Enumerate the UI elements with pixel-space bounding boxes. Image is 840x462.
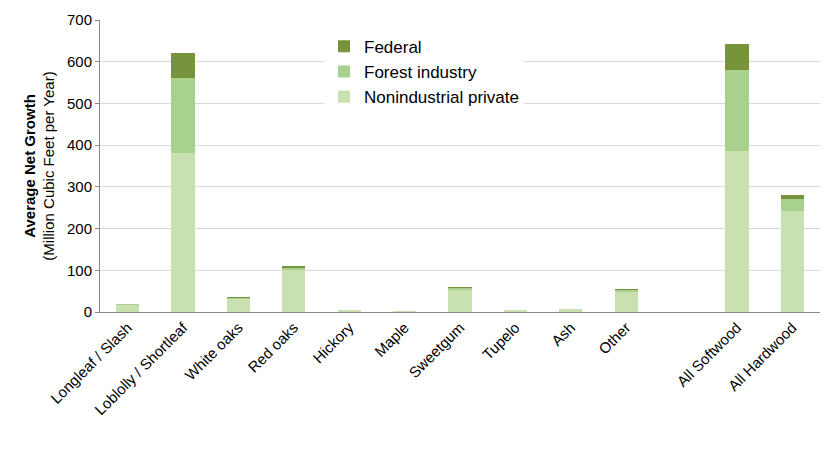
svg-text:Loblolly / Shortleaf: Loblolly / Shortleaf	[91, 318, 191, 418]
svg-text:700: 700	[67, 11, 92, 28]
svg-text:All Softwood: All Softwood	[673, 319, 744, 390]
svg-text:Tupelo: Tupelo	[479, 319, 523, 363]
svg-text:500: 500	[67, 95, 92, 112]
svg-text:100: 100	[67, 262, 92, 279]
svg-text:Other: Other	[595, 319, 634, 358]
svg-text:0: 0	[84, 303, 92, 320]
svg-text:Maple: Maple	[371, 319, 412, 360]
svg-text:200: 200	[67, 220, 92, 237]
svg-text:400: 400	[67, 136, 92, 153]
svg-text:Red oaks: Red oaks	[244, 319, 301, 376]
svg-text:Hickory: Hickory	[309, 319, 357, 367]
svg-text:Forest industry: Forest industry	[364, 63, 477, 82]
svg-text:Longleaf / Slash: Longleaf / Slash	[47, 319, 135, 407]
svg-text:600: 600	[67, 53, 92, 70]
svg-text:Sweetgum: Sweetgum	[405, 319, 467, 381]
svg-text:All Hardwood: All Hardwood	[725, 319, 800, 394]
svg-text:White oaks: White oaks	[181, 319, 245, 383]
svg-text:Nonindustrial private: Nonindustrial private	[364, 88, 519, 107]
svg-text:Average Net Growth(Million Cub: Average Net Growth(Million Cubic Feet pe…	[21, 71, 58, 260]
svg-text:Federal: Federal	[364, 38, 422, 57]
svg-text:Ash: Ash	[548, 319, 578, 349]
svg-text:300: 300	[67, 178, 92, 195]
